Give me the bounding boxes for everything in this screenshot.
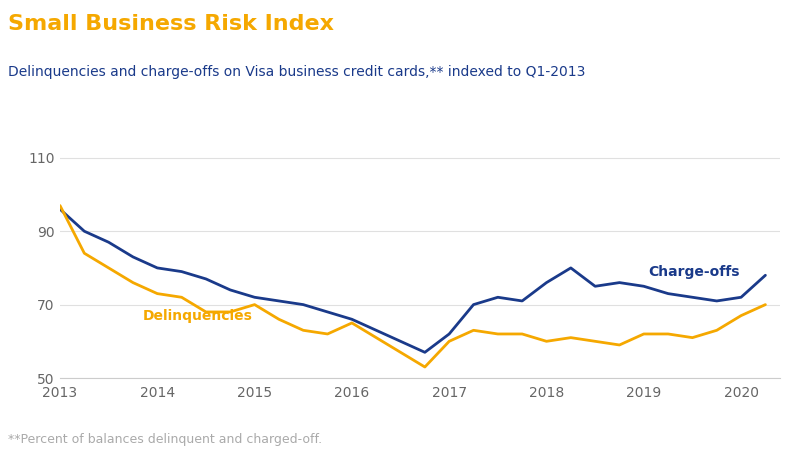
Text: Delinquencies: Delinquencies bbox=[142, 309, 253, 323]
Text: Delinquencies and charge-offs on Visa business credit cards,** indexed to Q1-201: Delinquencies and charge-offs on Visa bu… bbox=[8, 65, 586, 79]
Text: Small Business Risk Index: Small Business Risk Index bbox=[8, 14, 334, 33]
Text: Charge-offs: Charge-offs bbox=[649, 265, 740, 279]
Text: **Percent of balances delinquent and charged-off.: **Percent of balances delinquent and cha… bbox=[8, 432, 322, 446]
